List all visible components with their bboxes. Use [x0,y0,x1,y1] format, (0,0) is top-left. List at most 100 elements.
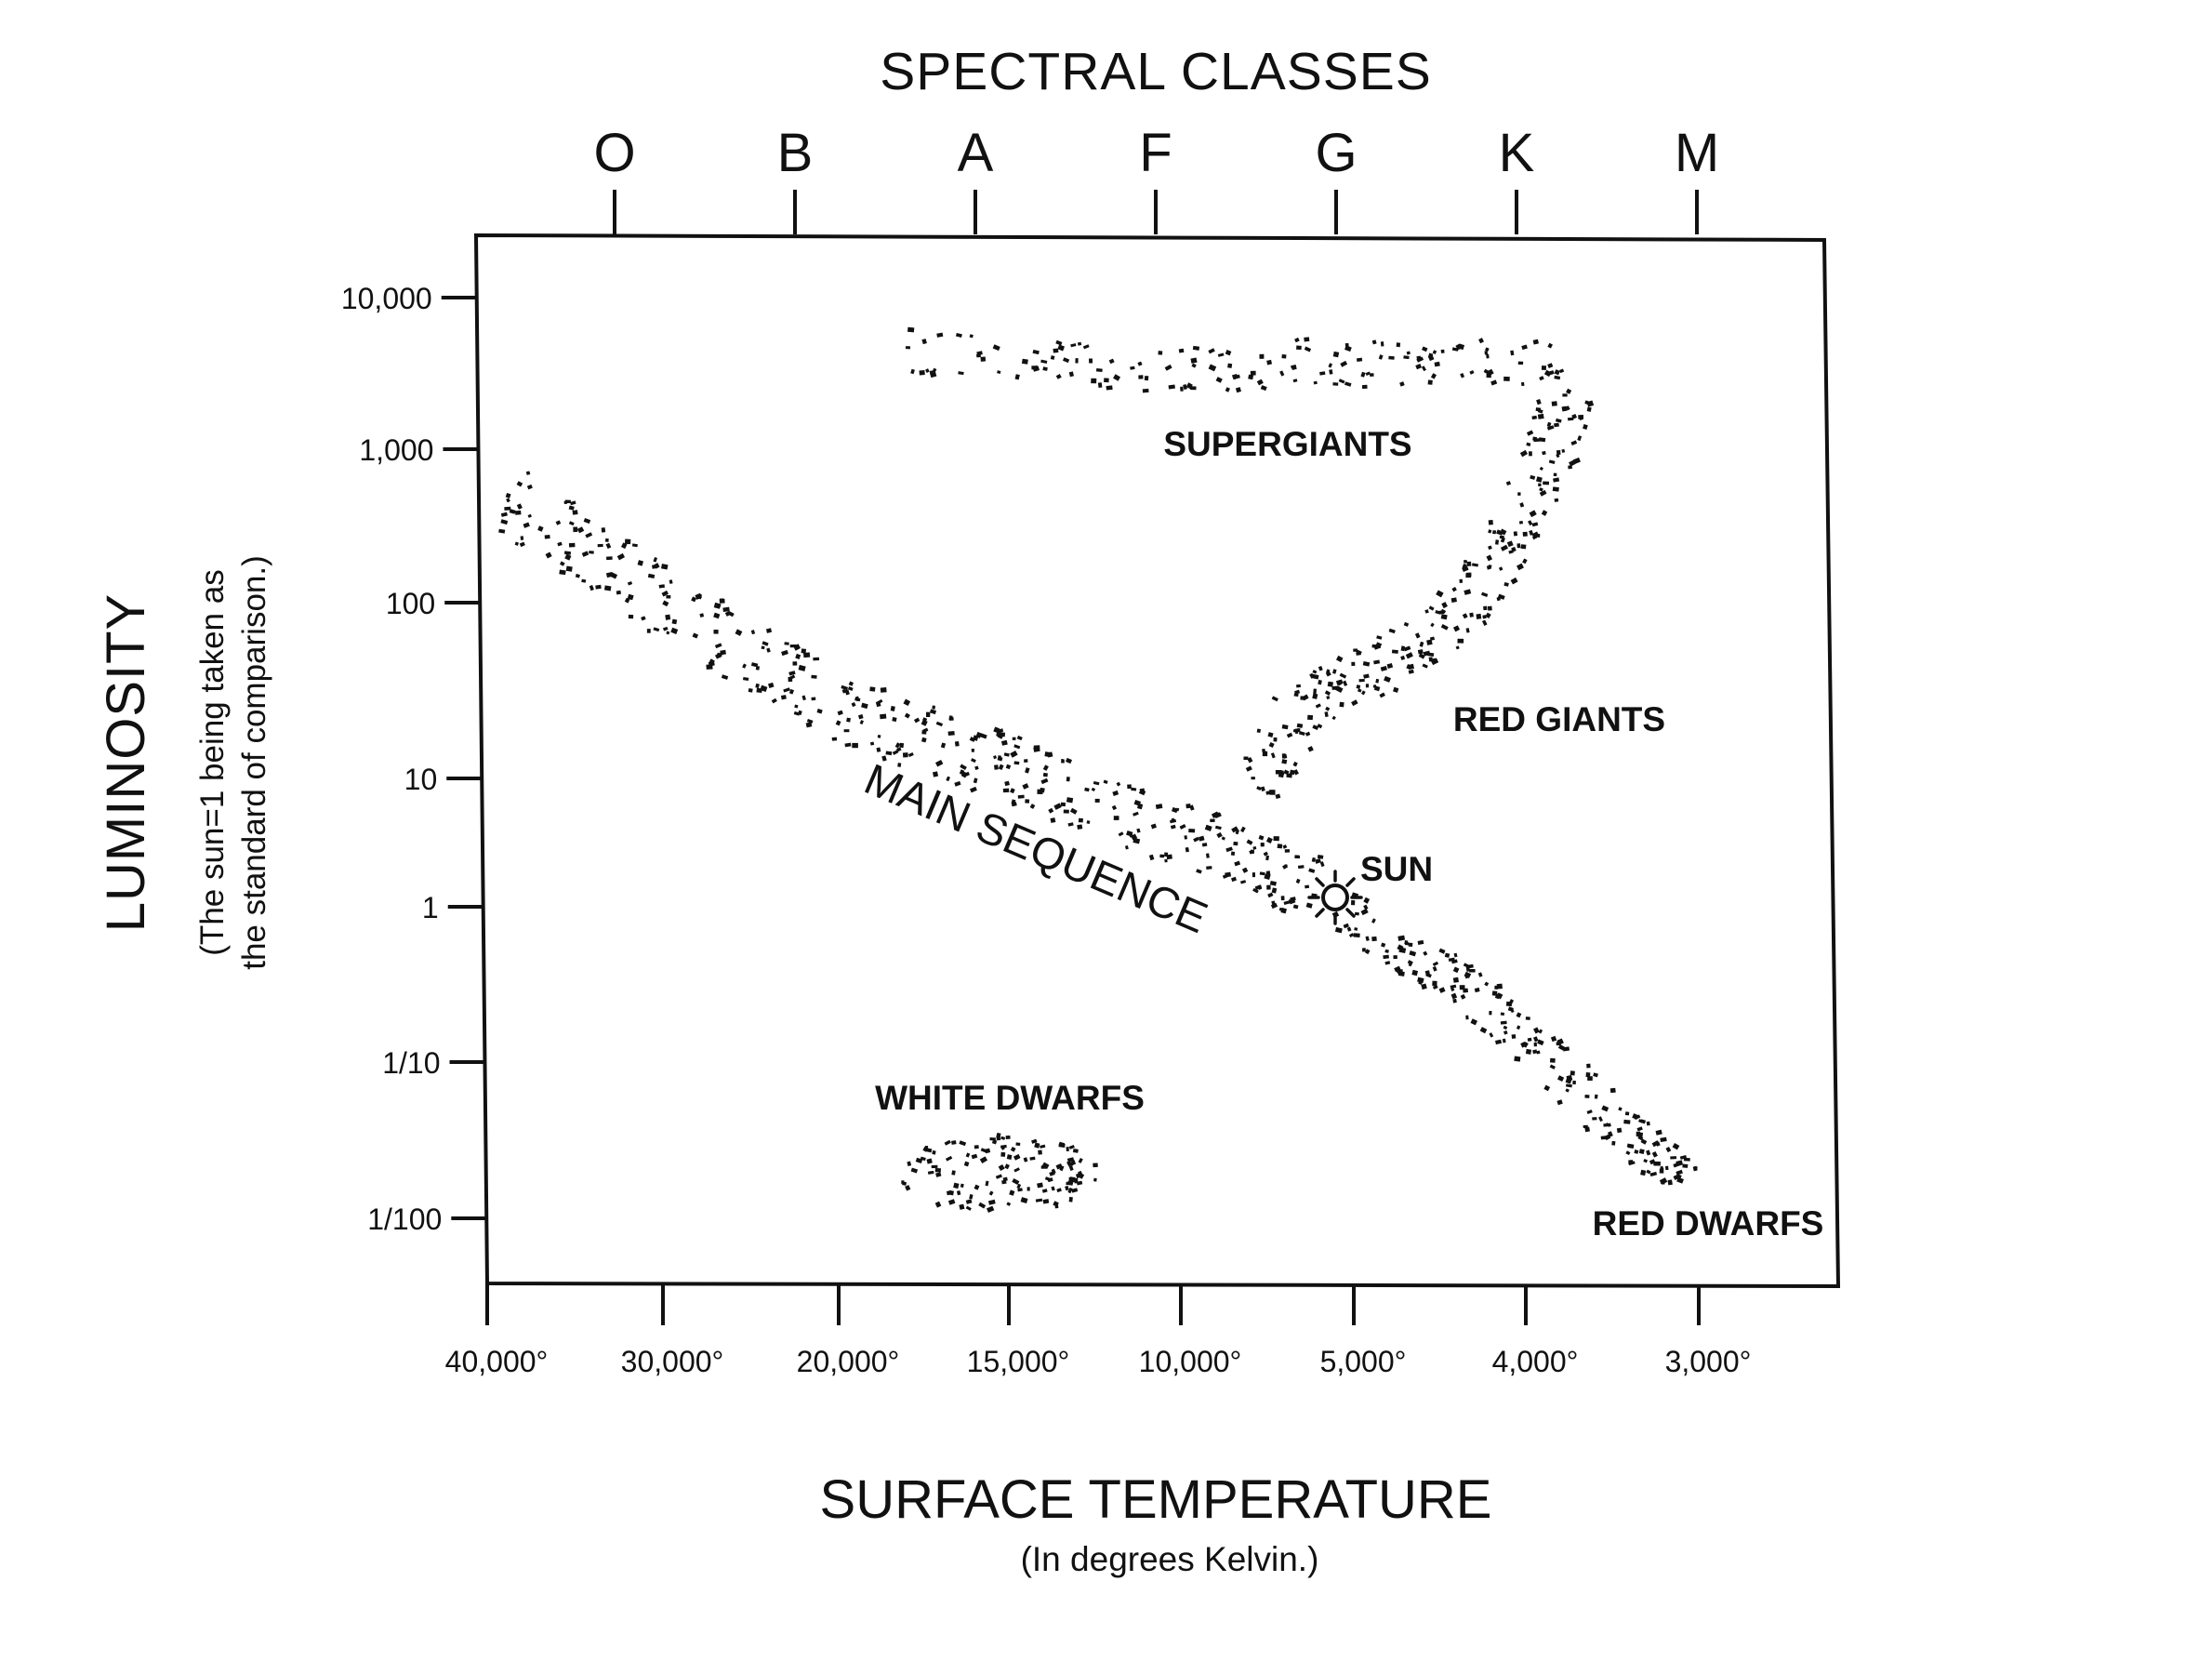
star-point [1586,1063,1591,1069]
star-point [995,1174,1002,1179]
star-point [1006,1154,1013,1160]
star-point [1533,1027,1540,1034]
star-point [788,671,796,676]
star-point [1265,837,1273,844]
star-point [1009,1189,1015,1196]
star-point [1428,657,1434,662]
star-point [1362,948,1366,952]
star-point [1298,731,1305,736]
star-point [1500,544,1509,551]
star-point [1012,737,1016,740]
star-point [1363,897,1371,904]
star-point [1510,350,1515,356]
star-point [1438,948,1446,954]
star-point [1408,942,1413,947]
star-point [1331,715,1336,721]
star-point [1305,902,1313,909]
star-point [946,776,951,782]
class-label-b: B [777,123,814,183]
star-point [1487,605,1492,611]
star-point [1676,1160,1684,1167]
star-point [605,542,612,550]
star-point [1199,835,1205,842]
star-point [1676,1176,1684,1184]
star-point [1191,363,1197,368]
class-label-m: M [1675,123,1719,183]
star-point [1362,660,1371,667]
star-point [1269,790,1276,795]
star-point [570,500,576,506]
star-point [1546,425,1555,431]
star-point [1185,804,1191,809]
star-point [564,553,572,561]
star-point [844,742,852,748]
star-point [1044,1176,1052,1182]
star-point [1343,680,1348,686]
star-point [1556,453,1560,458]
star-point [1570,1070,1575,1076]
star-point [988,1190,994,1196]
star-point [1006,1202,1012,1206]
star-point [1296,345,1302,351]
star-point [1608,1131,1613,1137]
star-point [1332,669,1337,674]
star-point [1065,1185,1069,1191]
star-point [1411,969,1419,977]
star-point [1317,724,1323,729]
star-point [945,1155,953,1162]
star-point [1048,807,1054,814]
star-point [1483,605,1488,611]
star-point [771,698,777,704]
star-point [1051,1168,1056,1175]
star-point [1339,701,1344,708]
star-point [1651,1151,1658,1158]
star-point [750,630,756,635]
star-point [1503,581,1509,587]
star-point [979,1156,988,1164]
star-point [665,614,671,620]
star-point [1419,641,1424,647]
star-point [1423,650,1431,657]
star-point [965,1205,972,1211]
star-point [802,652,811,658]
star-point [1393,686,1399,693]
star-point [1466,561,1472,566]
star-point [1269,880,1277,886]
star-point [1016,1183,1022,1189]
star-point [1148,854,1155,861]
star-point [1570,440,1578,445]
star-point [969,1193,974,1200]
star-point [653,627,660,632]
star-point [783,687,790,693]
star-point [843,729,850,733]
star-point [1484,981,1490,987]
star-point [1572,457,1581,464]
star-point [1004,1163,1010,1170]
star-point [1510,1007,1515,1013]
star-point [1376,635,1383,640]
star-point [1296,723,1304,728]
star-point [1565,405,1570,411]
star-point [1250,849,1254,854]
star-point [1486,353,1490,359]
star-point [1256,728,1262,733]
x-tick-label: 10,000° [1139,1345,1242,1378]
star-point [1565,1078,1572,1084]
star-point [914,717,921,724]
star-point [1371,644,1377,648]
star-point [1318,666,1323,671]
star-point [1438,987,1446,993]
star-point [932,1149,936,1155]
star-point [1010,1146,1016,1152]
star-point [854,696,860,702]
star-point [1665,1165,1669,1171]
star-point [1667,1179,1673,1186]
star-point [1484,351,1489,355]
star-point [1646,1169,1651,1175]
y-axis-sublabel-2: the standard of comparison.) [236,555,272,970]
star-point [1067,822,1074,827]
star-point [1279,370,1285,377]
star-point [971,1153,978,1160]
star-point [1158,351,1163,355]
star-point [1379,692,1385,698]
